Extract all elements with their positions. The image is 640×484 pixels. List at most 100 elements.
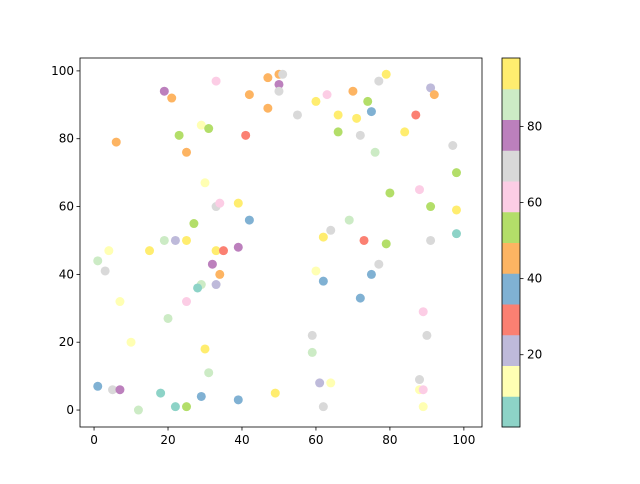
- scatter-point: [352, 113, 362, 123]
- scatter-point: [233, 198, 243, 208]
- scatter-point: [211, 76, 221, 86]
- scatter-point: [182, 297, 192, 307]
- plot-frame: [79, 57, 483, 428]
- scatter-point: [318, 276, 328, 286]
- colorbar-segment: [502, 304, 520, 336]
- scatter-point: [414, 375, 424, 385]
- scatter-point: [126, 337, 136, 347]
- scatter-point: [115, 297, 125, 307]
- colorbar-tick-label: 80: [527, 119, 542, 133]
- scatter-point: [263, 103, 273, 113]
- x-tick-label: 20: [160, 433, 175, 447]
- x-tick-label: 40: [234, 433, 249, 447]
- scatter-point: [167, 93, 177, 103]
- scatter-point: [315, 378, 325, 388]
- scatter-point: [381, 69, 391, 79]
- scatter-point: [270, 388, 280, 398]
- scatter-point: [108, 385, 118, 395]
- scatter-point: [100, 266, 110, 276]
- scatter-point: [333, 127, 343, 137]
- scatter-point: [426, 202, 436, 212]
- scatter-point: [200, 178, 210, 188]
- scatter-point: [218, 246, 228, 256]
- colorbar-tick-label: 40: [527, 272, 542, 286]
- scatter-point: [204, 124, 214, 134]
- scatter-point: [278, 69, 288, 79]
- scatter-point: [174, 130, 184, 140]
- scatter-point: [163, 313, 173, 323]
- y-tick-label: 0: [66, 403, 74, 417]
- scatter-point: [426, 235, 436, 245]
- scatter-point: [196, 120, 206, 130]
- y-tick-label: 80: [59, 132, 74, 146]
- scatter-point: [359, 235, 369, 245]
- scatter-point: [215, 269, 225, 279]
- scatter-point: [156, 388, 166, 398]
- scatter-point: [355, 130, 365, 140]
- scatter-point: [263, 73, 273, 83]
- scatter-point: [170, 235, 180, 245]
- scatter-point: [318, 402, 328, 412]
- scatter-point: [241, 130, 251, 140]
- colorbar-segment: [502, 181, 520, 213]
- scatter-point: [426, 83, 436, 93]
- colorbar-segment: [502, 119, 520, 151]
- scatter-point: [196, 391, 206, 401]
- scatter-point: [182, 235, 192, 245]
- scatter-point: [93, 381, 103, 391]
- colorbar-tick-label: 20: [527, 348, 542, 362]
- scatter-point: [244, 90, 254, 100]
- scatter-point: [381, 239, 391, 249]
- scatter-point: [370, 147, 380, 157]
- y-tick-label: 20: [59, 335, 74, 349]
- scatter-point: [414, 185, 424, 195]
- scatter-point: [363, 96, 373, 106]
- scatter-point: [311, 266, 321, 276]
- scatter-point: [400, 127, 410, 137]
- colorbar-segment: [502, 365, 520, 397]
- scatter-point: [233, 395, 243, 405]
- scatter-point: [366, 107, 376, 117]
- scatter-point: [215, 198, 225, 208]
- colorbar-segment: [502, 242, 520, 274]
- scatter-point: [93, 256, 103, 266]
- colorbar-segment: [502, 396, 520, 428]
- scatter-point: [200, 344, 210, 354]
- scatter-point: [292, 110, 302, 120]
- scatter-point: [422, 330, 432, 340]
- scatter-point: [322, 90, 332, 100]
- x-tick-label: 0: [90, 433, 98, 447]
- scatter-point: [374, 76, 384, 86]
- scatter-point: [133, 405, 143, 415]
- scatter-point: [170, 402, 180, 412]
- scatter-point: [448, 141, 458, 151]
- scatter-point: [326, 225, 336, 235]
- scatter-point: [111, 137, 121, 147]
- colorbar-segment: [502, 334, 520, 366]
- scatter-point: [355, 293, 365, 303]
- colorbar-tick-label: 60: [527, 196, 542, 210]
- scatter-point: [451, 205, 461, 215]
- scatter-point: [145, 246, 155, 256]
- scatter-point: [374, 259, 384, 269]
- colorbar-segment: [502, 88, 520, 120]
- colorbar-segment: [502, 58, 520, 90]
- scatter-point: [115, 385, 125, 395]
- x-tick-label: 100: [452, 433, 475, 447]
- scatter-point: [307, 330, 317, 340]
- scatter-point: [189, 219, 199, 229]
- scatter-point: [274, 79, 284, 89]
- colorbar-frame: [501, 57, 521, 428]
- scatter-point: [182, 402, 192, 412]
- scatter-point: [159, 235, 169, 245]
- scatter-point: [326, 378, 336, 388]
- scatter-point: [204, 368, 214, 378]
- y-tick-label: 40: [59, 267, 74, 281]
- scatter-point: [311, 96, 321, 106]
- scatter-point: [451, 168, 461, 178]
- scatter-point: [333, 110, 343, 120]
- y-tick-label: 60: [59, 200, 74, 214]
- scatter-point: [274, 86, 284, 96]
- scatter-point: [182, 147, 192, 157]
